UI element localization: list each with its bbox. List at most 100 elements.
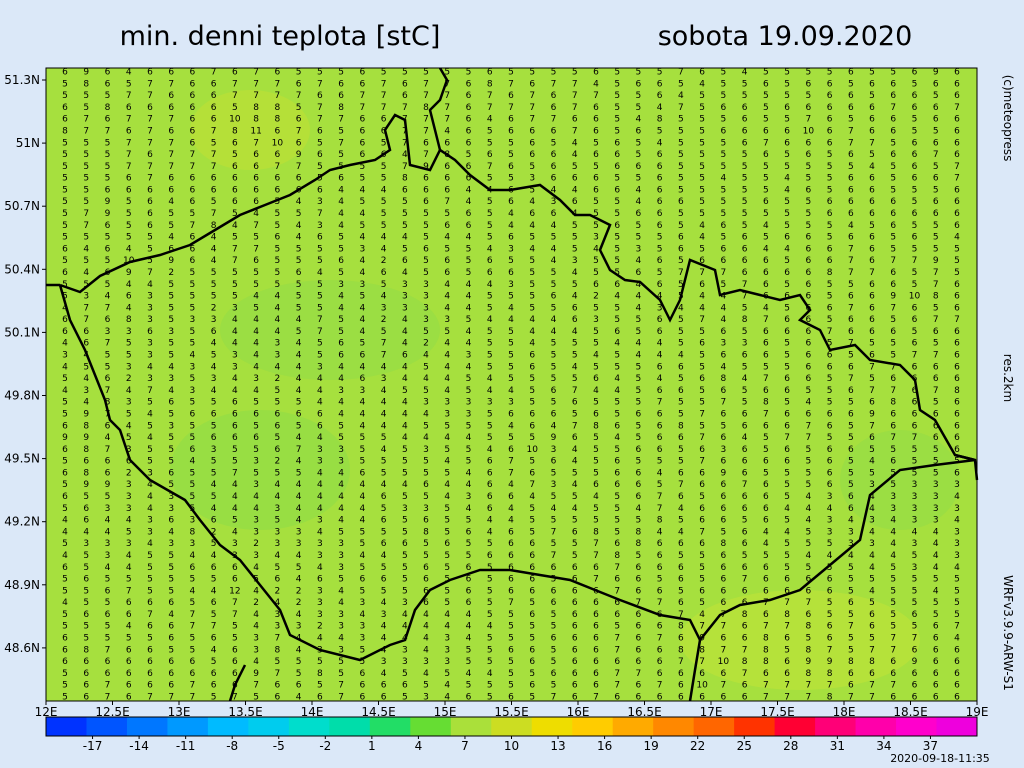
grid-value: 7 <box>890 362 896 372</box>
grid-value: 7 <box>168 79 174 89</box>
grid-value: 4 <box>487 386 493 396</box>
grid-value: 4 <box>62 516 68 526</box>
grid-value: 5 <box>211 539 217 549</box>
grid-value: 5 <box>678 398 684 408</box>
grid-value: 3 <box>827 527 833 537</box>
grid-value: 4 <box>232 480 238 490</box>
grid-value: 6 <box>83 504 89 514</box>
grid-value: 4 <box>763 303 769 313</box>
grid-value: 7 <box>572 421 578 431</box>
grid-value: 4 <box>83 244 89 254</box>
grid-value: 5 <box>296 209 302 219</box>
grid-value: 3 <box>721 339 727 349</box>
grid-value: 5 <box>890 610 896 620</box>
grid-value: 6 <box>763 268 769 278</box>
grid-value: 5 <box>827 68 833 78</box>
grid-value: 5 <box>317 68 323 78</box>
grid-value: 3 <box>572 256 578 266</box>
grid-value: 3 <box>105 327 111 337</box>
grid-value: 7 <box>444 79 450 89</box>
grid-value: 6 <box>721 221 727 231</box>
grid-value: 4 <box>168 197 174 207</box>
grid-value: 7 <box>869 386 875 396</box>
grid-value: 4 <box>529 339 535 349</box>
grid-value: 6 <box>699 480 705 490</box>
grid-value: 5 <box>912 468 918 478</box>
grid-value: 5 <box>232 280 238 290</box>
grid-value: 6 <box>508 115 514 125</box>
grid-value: 6 <box>275 233 281 243</box>
grid-value: 5 <box>359 162 365 172</box>
grid-value: 4 <box>381 362 387 372</box>
grid-value: 8 <box>105 103 111 113</box>
grid-value: 6 <box>529 563 535 573</box>
grid-value: 5 <box>466 268 472 278</box>
grid-value: 4 <box>444 362 450 372</box>
grid-value: 5 <box>402 551 408 561</box>
grid-value: 5 <box>848 115 854 125</box>
grid-value: 6 <box>487 492 493 502</box>
grid-value: 6 <box>359 681 365 691</box>
grid-value: 6 <box>381 126 387 136</box>
grid-value: 4 <box>126 421 132 431</box>
grid-value: 6 <box>742 693 748 703</box>
grid-value: 6 <box>296 681 302 691</box>
grid-value: 3 <box>338 457 344 467</box>
grid-value: 3 <box>62 351 68 361</box>
grid-value: 5 <box>614 504 620 514</box>
grid-value: 5 <box>147 586 153 596</box>
grid-value: 5 <box>232 103 238 113</box>
grid-value: 7 <box>699 622 705 632</box>
grid-value: 4 <box>296 221 302 231</box>
grid-value: 5 <box>253 421 259 431</box>
grid-value: 6 <box>508 563 514 573</box>
grid-value: 5 <box>105 598 111 608</box>
grid-value: 8 <box>83 421 89 431</box>
grid-value: 6 <box>105 244 111 254</box>
grid-value: 6 <box>62 468 68 478</box>
grid-value: 4 <box>551 221 557 231</box>
lon-label: 18.5E <box>893 705 927 719</box>
grid-value: 6 <box>827 480 833 490</box>
grid-value: 4 <box>678 504 684 514</box>
grid-value: 5 <box>487 221 493 231</box>
grid-value: 4 <box>678 303 684 313</box>
grid-value: 5 <box>296 303 302 313</box>
grid-value: 7 <box>529 91 535 101</box>
grid-value: 5 <box>62 586 68 596</box>
grid-value: 6 <box>890 197 896 207</box>
grid-value: 4 <box>338 197 344 207</box>
grid-value: 5 <box>551 657 557 667</box>
grid-value: 6 <box>62 645 68 655</box>
grid-value: 5 <box>83 362 89 372</box>
grid-value: 4 <box>359 303 365 313</box>
grid-value: 3 <box>551 197 557 207</box>
grid-value: 6 <box>954 362 960 372</box>
grid-value: 3 <box>508 280 514 290</box>
grid-value: 5 <box>62 256 68 266</box>
grid-value: 6 <box>912 233 918 243</box>
grid-value: 6 <box>593 174 599 184</box>
grid-value: 6 <box>912 162 918 172</box>
grid-value: 3 <box>381 657 387 667</box>
grid-value: 4 <box>211 645 217 655</box>
grid-value: 5 <box>805 634 811 644</box>
grid-value: 7 <box>105 303 111 313</box>
grid-value: 5 <box>296 421 302 431</box>
grid-value: 6 <box>508 197 514 207</box>
grid-value: 10 <box>909 292 921 302</box>
grid-value: 4 <box>614 433 620 443</box>
grid-value: 5 <box>721 280 727 290</box>
colorbar-label: -17 <box>83 739 103 753</box>
grid-value: 7 <box>869 693 875 703</box>
grid-value: 5 <box>487 681 493 691</box>
grid-value: 7 <box>805 421 811 431</box>
grid-value: 5 <box>359 539 365 549</box>
grid-value: 6 <box>253 162 259 172</box>
grid-value: 5 <box>83 174 89 184</box>
grid-value: 4 <box>296 362 302 372</box>
grid-value: 7 <box>317 115 323 125</box>
grid-value: 6 <box>466 209 472 219</box>
grid-value: 5 <box>317 138 323 148</box>
grid-value: 5 <box>933 91 939 101</box>
